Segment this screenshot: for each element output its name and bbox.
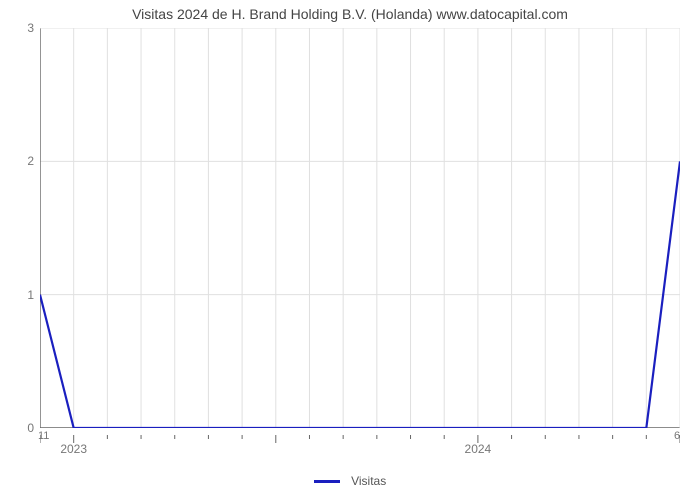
plot-area — [40, 28, 680, 428]
y-tick-label: 0 — [4, 421, 34, 435]
x-axis-labels: 2023 2024 — [40, 442, 680, 458]
x-axis-ticks — [40, 432, 680, 442]
x-tick-label: 2024 — [465, 442, 492, 456]
x-tick-label: 2023 — [60, 442, 87, 456]
y-tick-label: 1 — [4, 288, 34, 302]
chart-container: Visitas 2024 de H. Brand Holding B.V. (H… — [0, 0, 700, 500]
y-tick-label: 3 — [4, 21, 34, 35]
chart-title: Visitas 2024 de H. Brand Holding B.V. (H… — [0, 6, 700, 22]
legend-label: Visitas — [351, 474, 386, 488]
y-tick-label: 2 — [4, 154, 34, 168]
plot-svg — [40, 28, 680, 428]
legend-swatch — [314, 480, 340, 483]
chart-legend: Visitas — [0, 474, 700, 488]
